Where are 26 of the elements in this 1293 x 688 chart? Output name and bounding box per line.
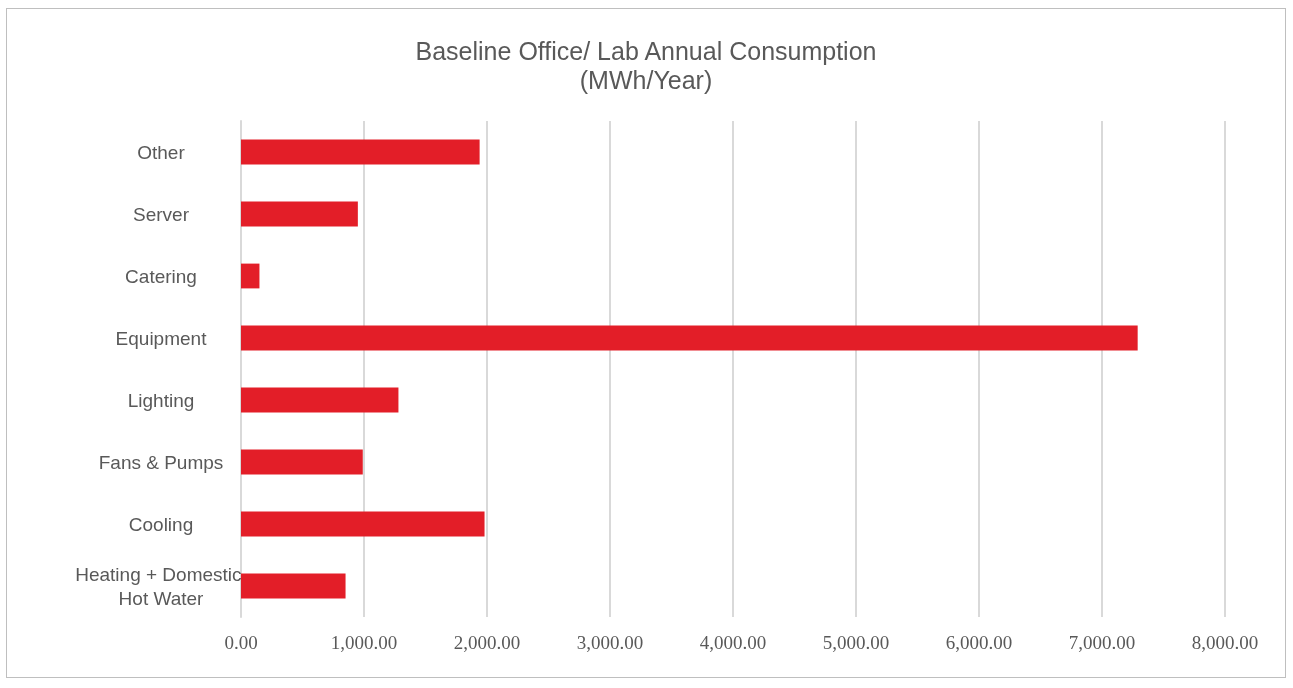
chart-title: Baseline Office/ Lab Annual Consumption (MWh/Year) (415, 36, 877, 94)
bar (241, 325, 1138, 351)
bar (241, 263, 260, 289)
x-tick-label: 2,000.00 (453, 632, 521, 653)
y-tick-label: Catering (125, 265, 197, 287)
x-tick-label: 7,000.00 (1068, 632, 1136, 653)
y-tick-label: Lighting (127, 389, 195, 411)
y-tick-label: Server (133, 203, 190, 225)
bar (241, 449, 363, 475)
y-tick-label: Other (137, 141, 186, 163)
x-tick-label: 6,000.00 (945, 632, 1013, 653)
x-tick-label: 1,000.00 (330, 632, 398, 653)
bar (241, 201, 358, 227)
x-tick-label: 8,000.00 (1191, 632, 1259, 653)
bar (241, 139, 480, 165)
y-tick-label: Cooling (128, 513, 194, 535)
x-tick-label: 0.00 (224, 632, 258, 653)
y-tick-label: Heating + Domestic Hot Water (75, 563, 247, 609)
y-tick-label: Equipment (115, 327, 208, 349)
x-tick-label: 4,000.00 (699, 632, 767, 653)
x-tick-label: 5,000.00 (822, 632, 890, 653)
x-tick-label: 3,000.00 (576, 632, 644, 653)
bar (241, 387, 399, 413)
bar (241, 511, 485, 537)
y-tick-label: Fans & Pumps (98, 451, 224, 473)
bar (241, 573, 346, 599)
